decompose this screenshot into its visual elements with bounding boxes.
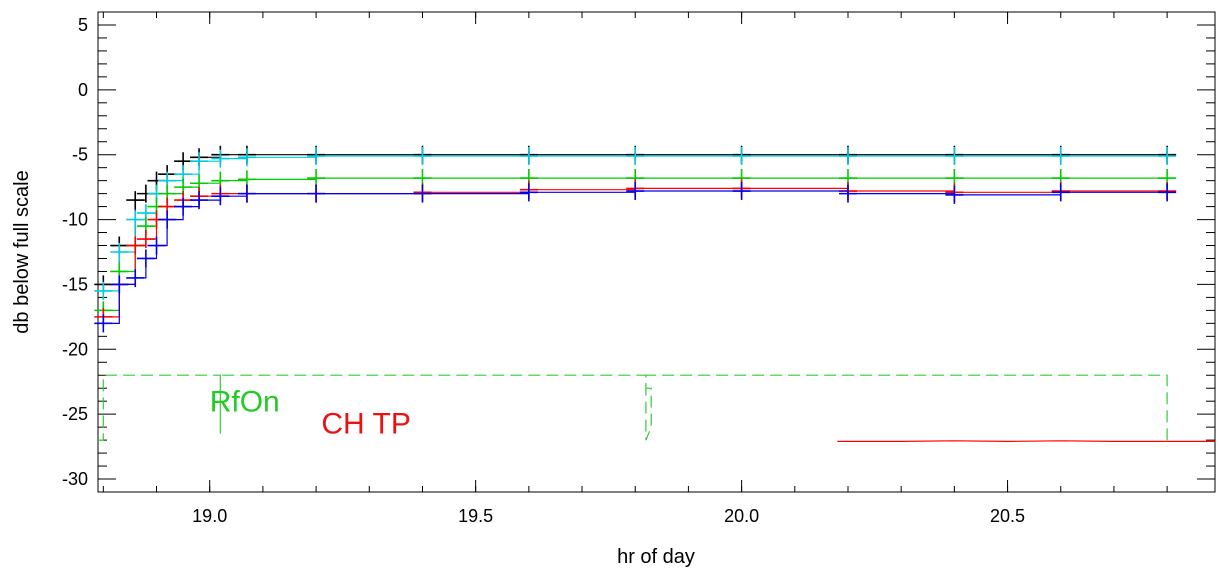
data-point-marker	[158, 210, 177, 229]
x-axis-title: hr of day	[617, 546, 695, 568]
data-point-marker	[136, 230, 155, 249]
data-point-marker	[626, 182, 645, 201]
x-tick-label: 20.0	[724, 506, 759, 526]
y-tick-label: -10	[62, 210, 88, 230]
x-axis: 19.0 19.5 20.0 20.5	[102, 12, 1168, 526]
data-point-marker	[190, 152, 209, 171]
data-point-marker	[1158, 183, 1177, 202]
y-tick-label: -30	[62, 469, 88, 489]
data-point-marker	[519, 183, 538, 202]
data-point-marker	[626, 147, 645, 165]
y-tick-label: -25	[62, 404, 88, 424]
data-point-marker	[1051, 147, 1070, 165]
data-point-marker	[838, 184, 857, 203]
data-point-marker	[136, 249, 155, 268]
annotation-label: CH TP	[321, 408, 410, 441]
data-point-marker	[94, 314, 113, 333]
data-point-marker	[237, 184, 256, 203]
series-line	[103, 187, 1168, 318]
series-line	[103, 190, 1168, 324]
data-point-marker	[519, 147, 538, 165]
data-point-marker	[732, 182, 751, 201]
data-point-marker	[307, 169, 326, 188]
plot-frame	[97, 11, 1216, 493]
data-point-marker	[126, 210, 145, 229]
data-point-marker	[732, 147, 751, 165]
annotation-label: RfOn	[210, 386, 280, 419]
data-point-marker	[126, 268, 145, 287]
y-tick-label: -15	[62, 274, 88, 294]
data-point-marker	[190, 191, 209, 210]
x-tick-label: 20.5	[990, 506, 1025, 526]
series-line	[98, 374, 1168, 447]
data-point-marker	[1158, 147, 1177, 165]
data-point-marker	[1051, 183, 1070, 202]
data-point-marker	[126, 236, 145, 255]
y-tick-label: 0	[78, 80, 88, 100]
data-point-marker	[413, 147, 432, 165]
data-point-marker	[307, 147, 326, 165]
data-point-marker	[413, 184, 432, 203]
data-point-marker	[126, 191, 145, 210]
data-point-marker	[110, 243, 129, 261]
data-point-marker	[945, 147, 964, 165]
series-layer	[94, 145, 1215, 447]
x-tick-label: 19.5	[458, 506, 493, 526]
data-point-marker	[211, 149, 230, 168]
y-tick-label: 5	[78, 15, 88, 35]
data-point-marker	[237, 148, 256, 167]
y-axis-title: db below full scale	[11, 170, 33, 333]
data-point-marker	[945, 185, 964, 204]
y-tick-label: -20	[62, 339, 88, 359]
data-point-marker	[838, 147, 857, 165]
y-tick-label: -5	[72, 145, 88, 165]
data-point-marker	[211, 187, 230, 206]
data-point-marker	[147, 236, 166, 255]
x-tick-label: 19.0	[192, 506, 227, 526]
data-point-marker	[94, 281, 113, 300]
data-point-marker	[174, 197, 193, 216]
data-point-marker	[110, 275, 129, 294]
series-line	[837, 440, 1215, 443]
annotation-layer: RfOn CH TP	[210, 386, 411, 441]
data-point-marker	[307, 184, 326, 203]
